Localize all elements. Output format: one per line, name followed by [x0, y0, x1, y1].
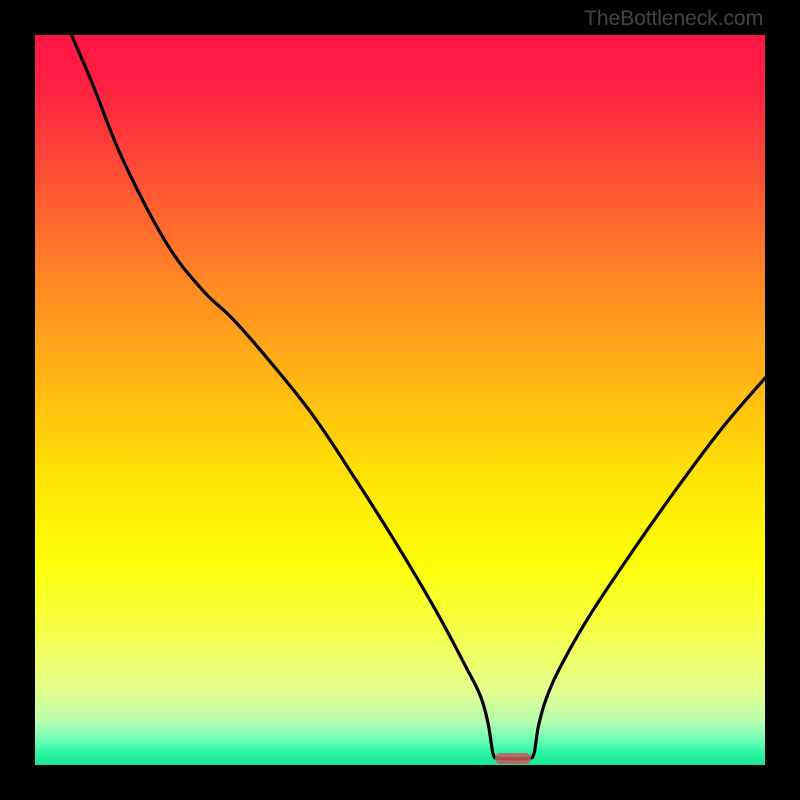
valley-marker	[495, 753, 532, 765]
bottleneck-curve	[35, 35, 765, 765]
watermark-text: TheBottleneck.com	[584, 6, 763, 31]
chart-frame: TheBottleneck.com	[0, 0, 800, 800]
plot-area	[35, 35, 765, 765]
